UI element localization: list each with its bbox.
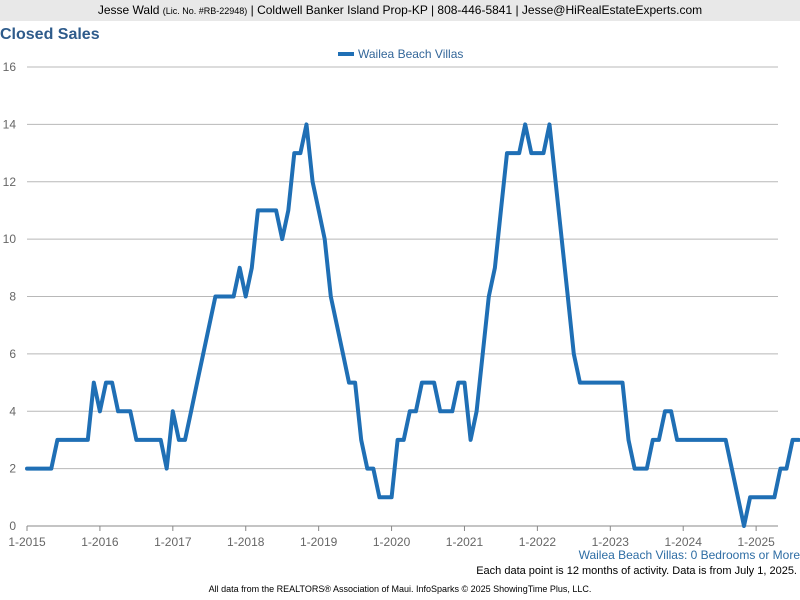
- x-tick-label: 1-2016: [81, 535, 119, 549]
- x-tick-label: 1-2022: [519, 535, 557, 549]
- agent-name: Jesse Wald: [97, 3, 160, 17]
- x-tick-label: 1-2017: [154, 535, 192, 549]
- x-tick-label: 1-2015: [8, 535, 46, 549]
- x-tick-label: 1-2024: [665, 535, 703, 549]
- x-tick-label: 1-2023: [592, 535, 630, 549]
- y-tick-label: 14: [3, 117, 17, 131]
- agent-license: (Lic. No. #RB-22948): [162, 6, 248, 16]
- agent-header: Jesse Wald (Lic. No. #RB-22948) | Coldwe…: [0, 0, 800, 21]
- y-tick-label: 4: [9, 404, 16, 418]
- y-tick-label: 2: [9, 462, 16, 476]
- x-tick-label: 1-2025: [737, 535, 775, 549]
- x-tick-label: 1-2019: [300, 535, 338, 549]
- y-tick-label: 16: [3, 60, 17, 74]
- y-tick-label: 8: [9, 290, 16, 304]
- x-tick-label: 1-2021: [446, 535, 484, 549]
- y-tick-label: 6: [9, 347, 16, 361]
- chart-legend[interactable]: Wailea Beach Villas: [338, 46, 463, 62]
- chart-title: Closed Sales: [0, 26, 100, 43]
- data-note: Each data point is 12 months of activity…: [476, 565, 797, 577]
- legend-label: Wailea Beach Villas: [358, 47, 464, 61]
- agent-contact-details: | Coldwell Banker Island Prop-KP | 808-4…: [250, 3, 703, 17]
- y-tick-label: 10: [3, 232, 17, 246]
- chart-subtitle: Wailea Beach Villas: 0 Bedrooms or More: [578, 548, 800, 562]
- series-line: [25, 122, 800, 528]
- legend-swatch: [338, 52, 354, 56]
- y-tick-label: 12: [3, 175, 17, 189]
- x-tick-label: 1-2018: [227, 535, 265, 549]
- y-tick-label: 0: [9, 519, 16, 533]
- footer-credits: All data from the REALTORS® Association …: [208, 584, 592, 594]
- x-tick-label: 1-2020: [373, 535, 411, 549]
